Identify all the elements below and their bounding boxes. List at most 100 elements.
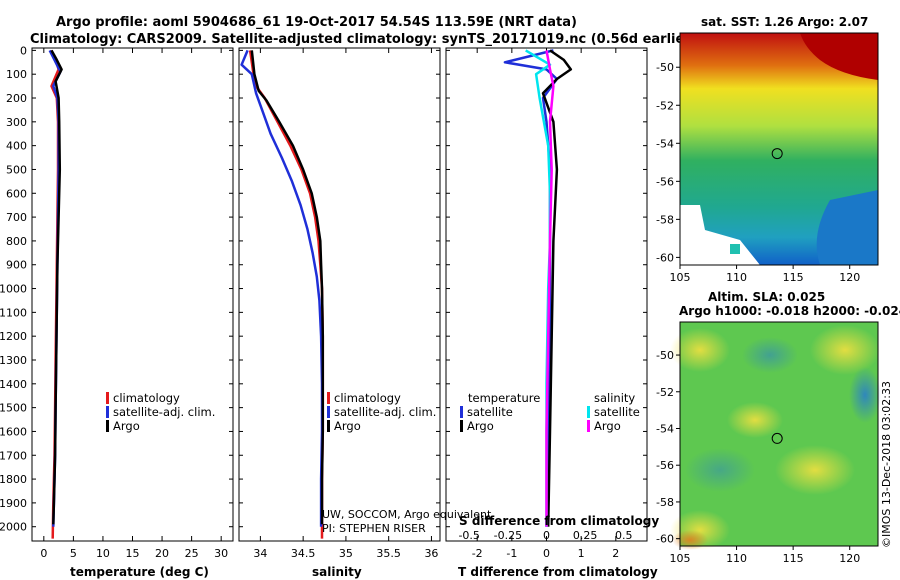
map-y-tick-label: -60	[656, 533, 674, 546]
legend-swatch-salinity-argo	[587, 420, 590, 432]
x-tick-label: 5	[70, 547, 77, 560]
map-y-tick-label: -54	[656, 137, 674, 150]
map-y-tick-label: -54	[656, 422, 674, 435]
temperature-axis-label: temperature (deg C)	[70, 565, 209, 579]
depth-tick-label: 800	[6, 235, 27, 248]
sla-profile-location-marker	[771, 432, 783, 444]
map-y-tick-label: -58	[656, 213, 674, 226]
legend-swatch-temperature-satellite	[460, 406, 463, 418]
sst-cold-region	[816, 190, 878, 265]
sst-map-title: sat. SST: 1.26 Argo: 2.07	[701, 15, 868, 29]
salinity-difference-tick-label: 0.5	[615, 529, 633, 542]
sla-map-subtitle: Argo h1000: -0.018 h2000: -0.024	[679, 304, 900, 318]
depth-tick-label: 300	[6, 116, 27, 129]
difference-legend-temperature: temperature satellite Argo	[460, 391, 540, 433]
map-y-tick-label: -52	[656, 99, 674, 112]
depth-tick-label: 1400	[0, 378, 27, 391]
series-line-temperature-satellite	[503, 49, 559, 527]
salinity-difference-ticks: -0.5 -0.25 0 0.25 0.5	[458, 529, 632, 542]
temperature-legend: climatology satellite-adj. clim. Argo	[106, 391, 215, 433]
x-tick-label: -1	[506, 547, 517, 560]
imos-credit: ©IMOS 13-Dec-2018 03:02:33	[880, 381, 893, 548]
map-y-tick-label: -50	[656, 349, 674, 362]
legend-label-salinity-satellite: satellite	[594, 405, 640, 419]
sst-map-x-ticks: 105 110 115 120	[670, 265, 860, 284]
legend-swatch-satellite-clim	[106, 406, 109, 418]
map-y-tick-label: -56	[656, 459, 674, 472]
legend-swatch-climatology	[106, 392, 109, 404]
sla-negative-anomaly	[685, 448, 755, 492]
x-tick-label: 30	[214, 547, 228, 560]
sla-map-frame	[679, 321, 879, 547]
map-x-tick-label: 120	[839, 271, 860, 284]
x-tick-label: 0	[543, 547, 550, 560]
salinity-x-ticks: 34 34.5 35 35.5 36	[253, 48, 438, 560]
x-tick-label: 15	[126, 547, 140, 560]
sla-map-y-ticks: -50 -52 -54 -56 -58 -60	[656, 349, 680, 546]
x-tick-label: 20	[155, 547, 169, 560]
series-line-temperature-argo	[541, 49, 573, 527]
map-x-tick-label: 110	[726, 271, 747, 284]
x-tick-label: 2	[612, 547, 619, 560]
depth-tick-label: 0	[20, 44, 27, 57]
title-line-1: Argo profile: aoml 5904686_61 19-Oct-201…	[56, 15, 577, 30]
depth-tick-label: 1800	[0, 473, 27, 486]
legend-label-argo: Argo	[113, 419, 140, 433]
map-x-tick-label: 105	[670, 552, 691, 565]
salinity-difference-tick-label: -0.25	[494, 529, 522, 542]
depth-tick-label: 1100	[0, 306, 27, 319]
sla-positive-anomaly	[727, 402, 783, 438]
legend-title-temperature: temperature	[468, 391, 540, 405]
sst-profile-location-marker	[771, 148, 783, 160]
map-y-tick-label: -52	[656, 386, 674, 399]
legend-swatch-salinity-satellite	[587, 406, 590, 418]
temperature-series	[48, 49, 63, 539]
map-y-tick-label: -56	[656, 175, 674, 188]
legend-label-climatology: climatology	[334, 391, 401, 405]
depth-axis: 0 100 200 300 400 500 600 700 800 900 1000 1100 1200…	[0, 44, 647, 534]
depth-tick-label: 400	[6, 140, 27, 153]
legend-label-salinity-argo: Argo	[594, 419, 621, 433]
series-line-satellite-adj-clim-	[240, 49, 324, 527]
x-tick-label: 25	[185, 547, 199, 560]
x-tick-label: 35	[339, 547, 353, 560]
sst-map	[679, 32, 879, 266]
temperature-x-ticks: 0 5 10 15 20 25 30	[40, 48, 228, 560]
sst-map-frame	[679, 32, 879, 266]
salinity-difference-label: S difference from climatology	[459, 514, 659, 528]
sla-map-x-ticks: 105 110 115 120	[670, 546, 860, 565]
salinity-difference-tick-label: -0.5	[458, 529, 479, 542]
depth-tick-label: 600	[6, 187, 27, 200]
legend-label-temperature-argo: Argo	[467, 419, 494, 433]
series-line-salinity-argo	[545, 50, 555, 527]
salinity-legend: climatology satellite-adj. clim. Argo	[327, 391, 436, 433]
series-line-argo	[250, 50, 325, 525]
map-y-tick-label: -58	[656, 496, 674, 509]
map-y-tick-label: -50	[656, 61, 674, 74]
map-x-tick-label: 105	[670, 271, 691, 284]
sla-negative-anomaly	[742, 337, 798, 373]
legend-swatch-climatology	[327, 392, 330, 404]
legend-swatch-satellite-clim	[327, 406, 330, 418]
legend-swatch-argo	[327, 420, 330, 432]
depth-tick-label: 2000	[0, 521, 27, 534]
title-line-2: Climatology: CARS2009. Satellite-adjuste…	[30, 32, 697, 47]
map-x-tick-label: 110	[726, 552, 747, 565]
salinity-annotation-affiliation: UW, SOCCOM, Argo equivalent	[322, 508, 492, 521]
difference-axis-label: T difference from climatology	[458, 565, 658, 579]
depth-tick-label: 900	[6, 259, 27, 272]
salinity-series	[240, 49, 325, 539]
depth-tick-label: 1300	[0, 354, 27, 367]
sla-positive-anomaly	[810, 325, 880, 375]
depth-tick-label: 500	[6, 163, 27, 176]
difference-legend-salinity: salinity satellite Argo	[587, 391, 640, 433]
x-tick-label: 34	[253, 547, 267, 560]
map-x-tick-label: 120	[839, 552, 860, 565]
depth-tick-label: 700	[6, 211, 27, 224]
legend-label-satellite-clim: satellite-adj. clim.	[113, 405, 215, 419]
depth-tick-label: 1700	[0, 449, 27, 462]
depth-tick-label: 1900	[0, 497, 27, 510]
map-y-tick-label: -60	[656, 251, 674, 264]
salinity-panel-frame	[238, 47, 441, 542]
sla-positive-anomaly	[670, 328, 730, 372]
